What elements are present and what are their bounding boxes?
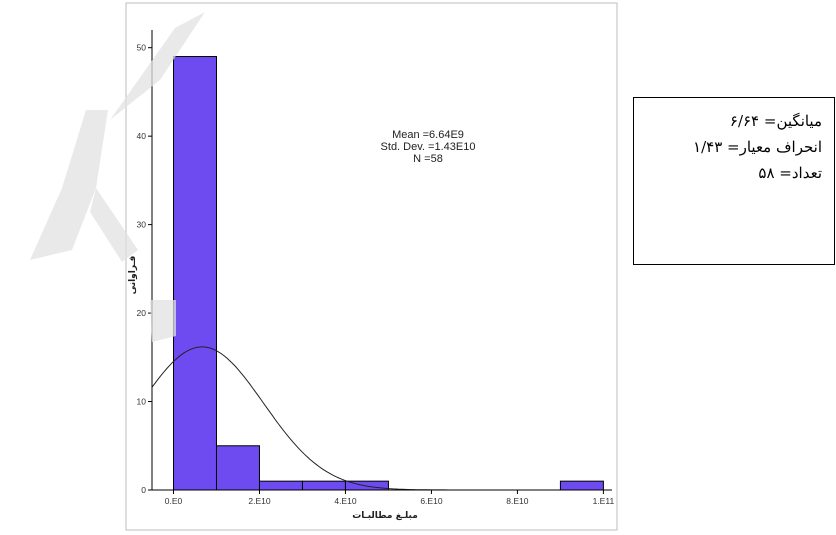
plot-frame <box>125 2 618 531</box>
x-tick-label: 1.E11 <box>593 496 615 506</box>
y-axis-title: فـراوانی <box>128 255 138 294</box>
annotation-line-2: N =58 <box>413 153 443 165</box>
histogram-bar-0 <box>172 56 217 491</box>
y-tick-label: 30 <box>137 220 147 230</box>
y-tick-label: 0 <box>141 485 146 495</box>
x-tick-label: 8.E10 <box>506 496 528 506</box>
std-dev-line: انحراف معیار= ۱/۴۳ <box>693 138 822 156</box>
x-tick-label: 4.E10 <box>334 496 356 506</box>
stats-summary-box: میانگین= ۶/۶۴ انحراف معیار= ۱/۴۳ تعداد= … <box>633 97 835 265</box>
y-tick-label: 10 <box>137 397 147 407</box>
y-tick-label: 40 <box>137 131 147 141</box>
annotation-line-0: Mean =6.64E9 <box>392 129 464 141</box>
histogram-bar-1 <box>215 445 260 491</box>
histogram-bar-3 <box>301 480 346 491</box>
histogram-bar-2 <box>258 480 303 491</box>
x-tick-label: 2.E10 <box>248 496 270 506</box>
histogram-bar-5 <box>559 480 604 491</box>
annotation-line-1: Std. Dev. =1.43E10 <box>381 141 476 153</box>
histogram-bars <box>172 56 604 491</box>
y-tick-label: 50 <box>137 43 147 53</box>
count-line: تعداد= ۵۸ <box>758 164 822 182</box>
x-tick-label: 0.E0 <box>165 496 183 506</box>
mean-line: میانگین= ۶/۶۴ <box>729 112 822 130</box>
x-tick-label: 6.E10 <box>420 496 442 506</box>
y-tick-label: 20 <box>137 308 147 318</box>
x-axis-title: مبلـغ مطالبـات <box>352 511 418 521</box>
